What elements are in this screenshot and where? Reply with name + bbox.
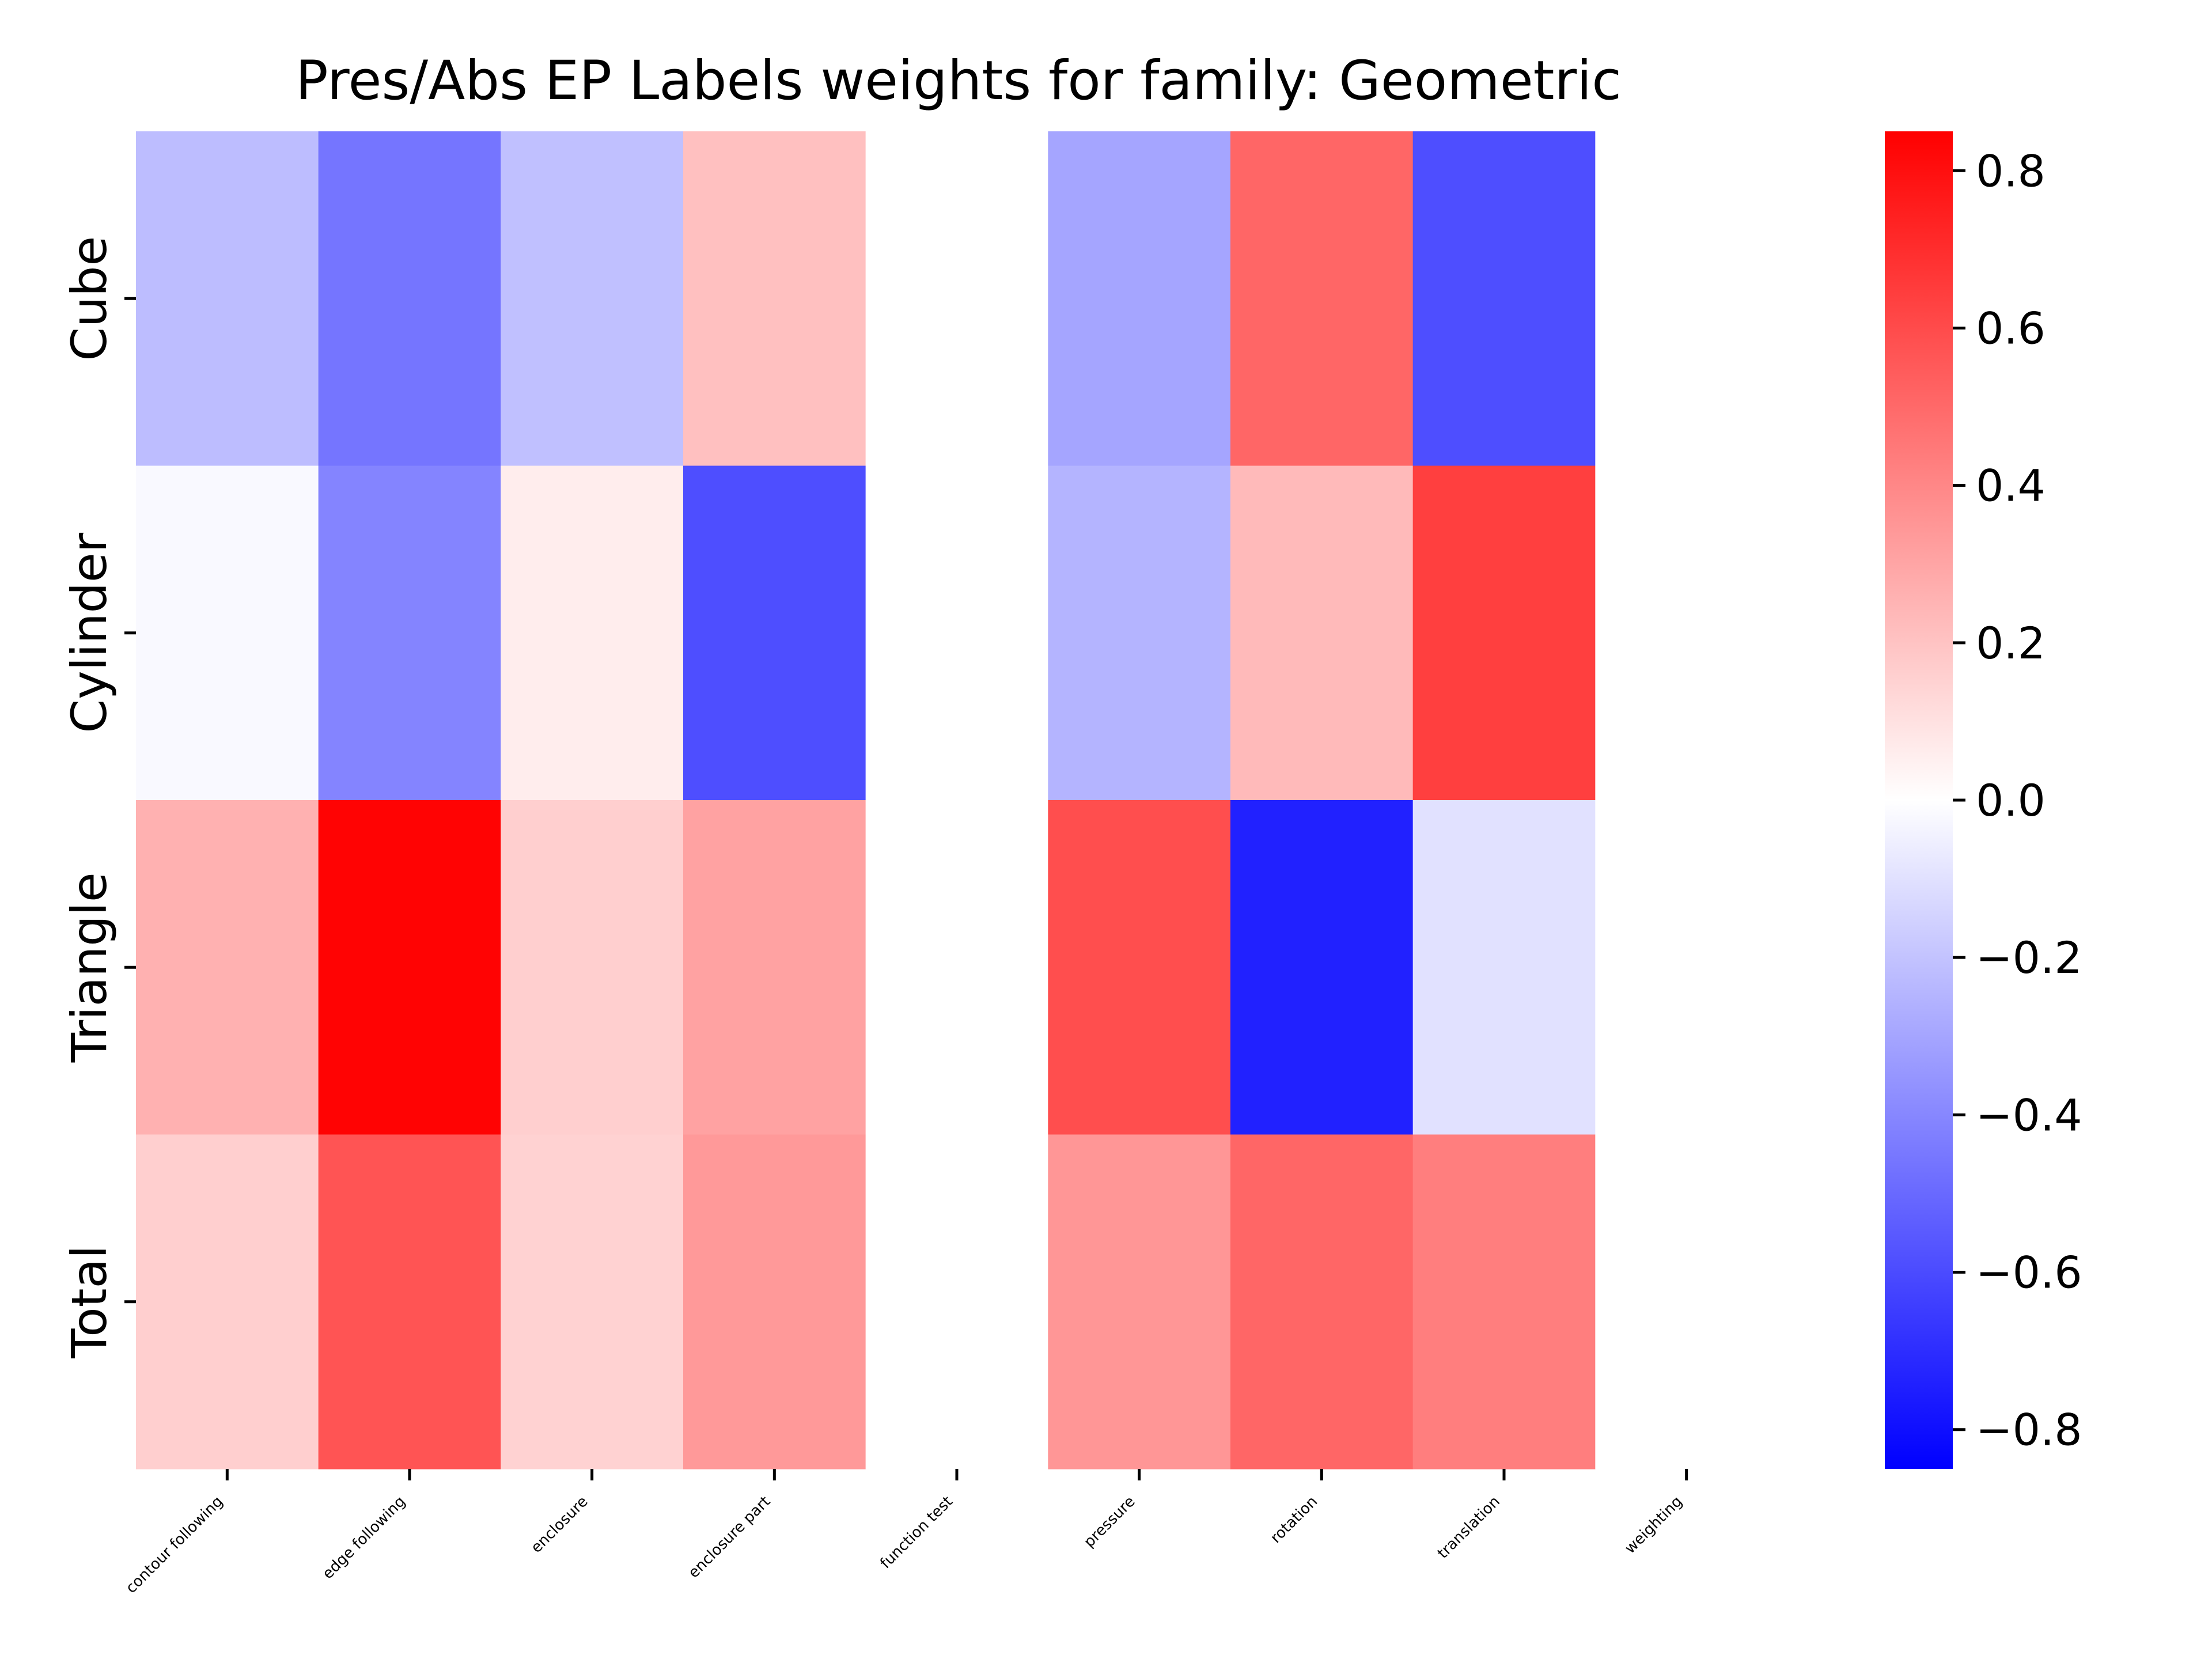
heatmap-cell xyxy=(1048,800,1231,1135)
x-tick-label: weighting xyxy=(1622,1493,1686,1558)
heatmap-cell xyxy=(683,465,866,801)
heatmap-cell xyxy=(501,131,684,467)
y-tick-label: Cylinder xyxy=(61,532,118,733)
y-axis: Cube Cylinder Triangle Total xyxy=(61,236,136,1359)
heatmap-cell xyxy=(683,800,866,1135)
heatmap-cell xyxy=(1048,1134,1231,1469)
colorbar-axis: 0.8 0.6 0.4 0.2 0.0 −0.2 −0.4 −0.6 −0.8 xyxy=(1953,145,2082,1456)
x-tick-label: edge following xyxy=(319,1493,409,1583)
heatmap-cell xyxy=(865,800,1048,1135)
heatmap-cell xyxy=(1412,131,1596,467)
x-tick-label: enclosure xyxy=(528,1493,591,1556)
colorbar-tick-label: −0.8 xyxy=(1976,1404,2082,1456)
colorbar-tick-label: 0.4 xyxy=(1976,460,2046,512)
y-tick-label: Total xyxy=(61,1245,118,1359)
heatmap-cell xyxy=(1412,800,1596,1135)
heatmap-cell xyxy=(683,1134,866,1469)
x-tick-label: translation xyxy=(1434,1493,1503,1562)
colorbar xyxy=(1885,131,1953,1469)
x-tick-label: enclosure part xyxy=(685,1493,774,1582)
colorbar-tick-label: −0.6 xyxy=(1976,1247,2082,1298)
x-tick-label: pressure xyxy=(1081,1493,1139,1551)
heatmap-cell xyxy=(136,131,319,467)
colorbar-tick-label: −0.4 xyxy=(1976,1089,2082,1141)
colorbar-tick-label: 0.6 xyxy=(1976,302,2046,354)
heatmap-cells xyxy=(136,131,1778,1469)
heatmap-cell xyxy=(501,1134,684,1469)
colorbar-tick-label: 0.0 xyxy=(1976,775,2046,826)
heatmap-cell xyxy=(318,131,501,467)
heatmap-cell xyxy=(1595,800,1778,1135)
heatmap-cell xyxy=(1048,131,1231,467)
heatmap-cell xyxy=(1230,800,1414,1135)
heatmap-cell xyxy=(136,800,319,1135)
heatmap-cell xyxy=(1230,465,1414,801)
heatmap-cell xyxy=(1412,465,1596,801)
y-tick-label: Cube xyxy=(61,236,118,361)
heatmap-cell xyxy=(1230,131,1414,467)
chart-title: Pres/Abs EP Labels weights for family: G… xyxy=(296,50,1622,112)
heatmap-cell xyxy=(865,465,1048,801)
heatmap-cell xyxy=(136,1134,319,1469)
heatmap-cell xyxy=(136,465,319,801)
colorbar-tick-label: −0.2 xyxy=(1976,932,2082,983)
colorbar-tick-label: 0.2 xyxy=(1976,618,2046,669)
x-tick-label: function test xyxy=(877,1493,956,1572)
y-tick-label: Triangle xyxy=(61,872,118,1063)
heatmap-cell xyxy=(1595,465,1778,801)
heatmap-cell xyxy=(683,131,866,467)
heatmap-cell xyxy=(1230,1134,1414,1469)
x-tick-label: contour following xyxy=(123,1493,226,1597)
heatmap-cell xyxy=(865,1134,1048,1469)
heatmap-cell xyxy=(501,800,684,1135)
heatmap-cell xyxy=(1595,1134,1778,1469)
heatmap-cell xyxy=(501,465,684,801)
heatmap-cell xyxy=(1412,1134,1596,1469)
heatmap-cell xyxy=(1048,465,1231,801)
heatmap-cell xyxy=(318,800,501,1135)
heatmap-cell xyxy=(318,1134,501,1469)
x-tick-label: rotation xyxy=(1267,1493,1321,1547)
x-axis: contour following edge following enclosure… xyxy=(123,1469,1688,1597)
heatmap-cell xyxy=(865,131,1048,467)
colorbar-tick-label: 0.8 xyxy=(1976,145,2046,196)
heatmap-cell xyxy=(1595,131,1778,467)
heatmap-cell xyxy=(318,465,501,801)
